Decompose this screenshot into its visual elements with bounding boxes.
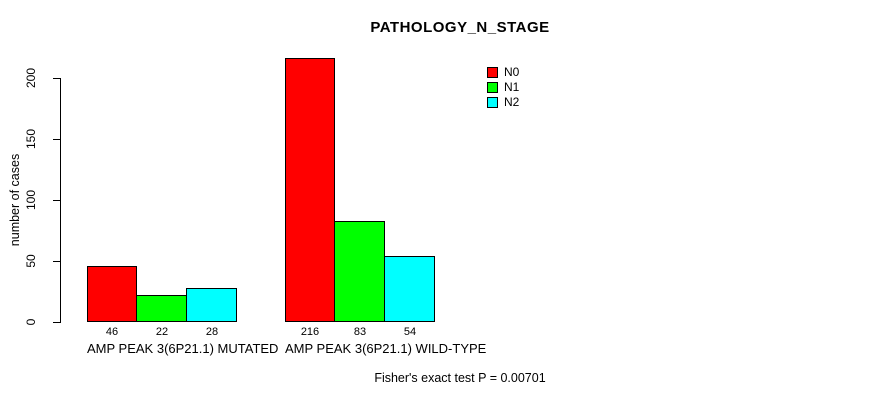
stat-test-caption: Fisher's exact test P = 0.00701 bbox=[374, 371, 546, 385]
bar-value-label: 28 bbox=[205, 326, 219, 338]
bar-n2-group1 bbox=[384, 256, 435, 322]
legend-label: N2 bbox=[504, 95, 520, 109]
y-tick-label: 150 bbox=[24, 128, 38, 150]
legend-item: N0 bbox=[487, 65, 519, 80]
legend-item: N1 bbox=[487, 80, 519, 95]
y-axis-tick bbox=[53, 139, 60, 140]
legend-swatch-n1 bbox=[487, 82, 498, 93]
bar-value-label: 54 bbox=[403, 326, 417, 338]
bar-n0-group1 bbox=[285, 58, 335, 322]
bar-n1-group0 bbox=[136, 295, 187, 322]
bar-value-label: 216 bbox=[300, 326, 320, 338]
bar-value-label: 46 bbox=[105, 326, 119, 338]
y-tick-label: 200 bbox=[24, 67, 38, 89]
y-axis-tick bbox=[53, 261, 60, 262]
bar-n2-group0 bbox=[186, 288, 237, 322]
legend-item: N2 bbox=[487, 95, 519, 110]
y-tick-label: 100 bbox=[24, 189, 38, 211]
bar-value-label: 22 bbox=[155, 326, 169, 338]
y-axis-line bbox=[60, 78, 61, 323]
legend-label: N1 bbox=[504, 80, 520, 94]
bar-n0-group0 bbox=[87, 266, 137, 322]
y-axis-tick bbox=[53, 200, 60, 201]
bar-n1-group1 bbox=[334, 221, 385, 322]
legend-swatch-n2 bbox=[487, 97, 498, 108]
y-axis-label: number of cases bbox=[8, 153, 22, 247]
x-group-label: AMP PEAK 3(6P21.1) WILD-TYPE bbox=[285, 341, 487, 356]
y-axis-tick bbox=[53, 322, 60, 323]
y-axis-tick bbox=[53, 78, 60, 79]
bar-value-label: 83 bbox=[353, 326, 367, 338]
y-tick-label: 50 bbox=[24, 254, 38, 268]
legend: N0 N1 N2 bbox=[487, 65, 519, 110]
x-group-label: AMP PEAK 3(6P21.1) MUTATED bbox=[87, 341, 279, 356]
chart-title: PATHOLOGY_N_STAGE bbox=[370, 19, 550, 36]
legend-label: N0 bbox=[504, 65, 520, 79]
y-tick-label: 0 bbox=[24, 318, 38, 326]
legend-swatch-n0 bbox=[487, 67, 498, 78]
